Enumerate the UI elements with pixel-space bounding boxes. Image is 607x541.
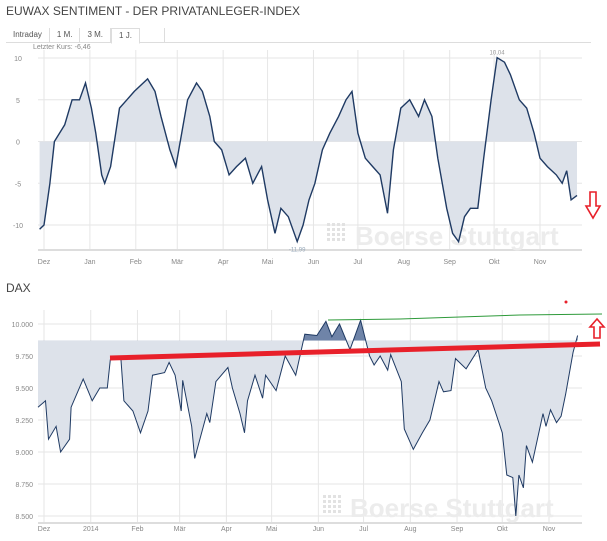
watermark-logo-dot <box>338 505 341 508</box>
x-tick-label: Feb <box>131 526 143 533</box>
watermark-logo-dot <box>327 228 330 231</box>
watermark-logo-dot <box>323 510 326 513</box>
area-fill-below <box>38 340 577 516</box>
y-tick-label: 10.000 <box>12 322 34 329</box>
chart-1: 10.000 9.750 9.500 9.250 9.000 8.750 8.500 Dez 2… <box>12 310 606 533</box>
y-tick-label: 9.750 <box>15 354 33 361</box>
tab-1j[interactable]: 1 J. <box>111 28 140 44</box>
x-tick-label: Jul <box>353 259 362 266</box>
tab-1m[interactable]: 1 M. <box>50 28 81 42</box>
watermark-logo-dot <box>337 238 340 241</box>
x-tick-label: Sep <box>451 526 464 533</box>
watermark-logo-dot <box>338 495 341 498</box>
green-resistance-line <box>327 313 603 321</box>
watermark-logo-dot <box>333 495 336 498</box>
x-tick-label: Jun <box>313 526 324 533</box>
x-tick-label: Feb <box>130 259 142 266</box>
page-title: EUWAX SENTIMENT - DER PRIVATANLEGER-INDE… <box>6 4 301 18</box>
watermark-logo-dot <box>328 495 331 498</box>
x-tick-label: 2014 <box>83 526 99 533</box>
watermark-logo-dot <box>337 223 340 226</box>
area-fill-above <box>38 320 578 341</box>
watermark-logo-dot <box>337 233 340 236</box>
watermark-logo-dot <box>323 505 326 508</box>
x-tick-label: Jun <box>308 259 319 266</box>
watermark-logo-dot <box>337 228 340 231</box>
y-tick-label: 5 <box>16 98 20 105</box>
y-tick-label: 8.750 <box>15 482 33 489</box>
range-tabs: Intraday 1 M. 3 M. 1 J. <box>6 28 591 44</box>
watermark-logo-dot <box>342 228 345 231</box>
y-tick-label: -10 <box>13 223 23 230</box>
dax-title: DAX <box>6 281 31 295</box>
tab-intraday[interactable]: Intraday <box>6 28 50 42</box>
extreme-label: -11,99 <box>289 248 306 254</box>
x-tick-label: Jan <box>84 259 95 266</box>
red-dot-marker <box>564 300 568 304</box>
down-arrow-icon <box>584 191 602 220</box>
extreme-label: 10,04 <box>490 51 506 57</box>
watermark-logo-dot <box>332 238 335 241</box>
up-arrow-icon <box>588 317 606 339</box>
last-price-label: Letzter Kurs: -6,46 <box>33 44 91 51</box>
watermark-logo-dot <box>342 223 345 226</box>
watermark-logo-dot <box>342 233 345 236</box>
x-tick-label: Mär <box>174 526 187 533</box>
x-tick-label: Nov <box>534 259 547 266</box>
series-line <box>39 56 578 244</box>
y-tick-label: -5 <box>15 181 21 188</box>
x-tick-label: Mär <box>171 259 184 266</box>
tab-empty <box>140 28 165 42</box>
x-tick-label: Mai <box>266 526 278 533</box>
x-tick-label: Aug <box>398 259 411 266</box>
watermark-logo-dot <box>328 500 331 503</box>
watermark-logo-dot <box>328 505 331 508</box>
area-fill-above <box>39 57 577 142</box>
watermark-logo-dot <box>328 510 331 513</box>
watermark-logo-dot <box>338 510 341 513</box>
x-tick-label: Apr <box>221 526 233 533</box>
y-tick-label: 9.500 <box>15 386 33 393</box>
x-tick-label: Mai <box>262 259 274 266</box>
y-tick-label: 9.000 <box>15 450 33 457</box>
tab-3m[interactable]: 3 M. <box>80 28 112 42</box>
x-tick-label: Sep <box>443 259 456 266</box>
watermark-logo-dot <box>338 500 341 503</box>
x-tick-label: Dez <box>38 526 51 533</box>
red-trend-line <box>109 341 601 361</box>
watermark-logo-dot <box>342 238 345 241</box>
chart-0: 10 5 0 -5 -10 Dez Jan Feb Mär Apr Mai Jun Jul Aug Sep O… <box>13 50 582 266</box>
watermark-logo-dot <box>323 495 326 498</box>
y-tick-label: 8.500 <box>15 514 33 521</box>
x-tick-label: Apr <box>218 259 230 266</box>
x-tick-label: Aug <box>404 526 417 533</box>
watermark-logo-dot <box>327 233 330 236</box>
watermark-logo-dot <box>327 223 330 226</box>
y-tick-label: 10 <box>14 56 22 63</box>
watermark-logo-dot <box>327 238 330 241</box>
series-line <box>37 318 579 517</box>
x-tick-label: Okt <box>497 526 508 533</box>
watermark-logo-dot <box>333 510 336 513</box>
watermark: Boerse Stuttgart <box>350 493 554 523</box>
y-tick-label: 9.250 <box>15 418 33 425</box>
x-tick-label: Dez <box>38 259 51 266</box>
x-tick-label: Okt <box>489 259 500 266</box>
x-tick-label: Nov <box>543 526 556 533</box>
watermark-logo-dot <box>332 228 335 231</box>
area-fill-below <box>39 141 577 242</box>
x-tick-label: Jul <box>359 526 368 533</box>
watermark-logo-dot <box>323 500 326 503</box>
watermark-logo-dot <box>332 223 335 226</box>
watermark-logo-dot <box>333 500 336 503</box>
watermark-logo-dot <box>332 233 335 236</box>
y-tick-label: 0 <box>16 140 20 147</box>
watermark-logo-dot <box>333 505 336 508</box>
